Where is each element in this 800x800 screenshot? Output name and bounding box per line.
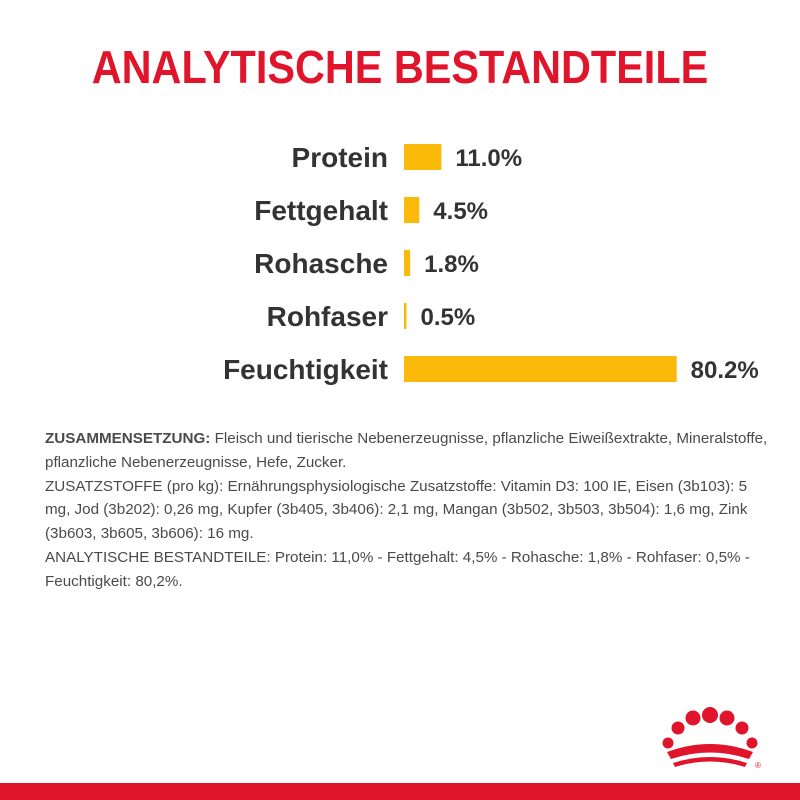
bar [404, 197, 420, 223]
nutrient-bar-chart: Protein 11.0% Fettgehalt 4.5% Rohasche 1.8% Ro… [223, 142, 759, 385]
additives-paragraph: ZUSATZSTOFFE (pro kg): Ernährungsphysiol… [45, 477, 748, 543]
composition-ingredients: Fleisch und tierische Nebenerzeugnisse, … [45, 430, 768, 471]
category-label: Feuchtigkeit [223, 354, 388, 385]
value-label: 1.8% [424, 251, 479, 278]
page-title: ANALYTISCHE BESTANDTEILE [91, 41, 709, 93]
trademark-symbol: ® [755, 761, 761, 770]
analytical-paragraph: ANALYTISCHE BESTANDTEILE: Protein: 11,0%… [45, 548, 750, 590]
bottom-brand-bar [0, 783, 800, 800]
royal-crown-logo-icon: ® [662, 707, 761, 770]
value-label: 0.5% [421, 304, 476, 331]
category-label: Rohfaser [267, 301, 388, 332]
composition-text: ZUSAMMENSETZUNG: Fleisch und tierische N… [45, 427, 770, 594]
category-label: Protein [292, 142, 388, 173]
value-label: 4.5% [433, 198, 488, 225]
value-label: 80.2% [691, 357, 759, 384]
value-label: 11.0% [455, 145, 522, 172]
bar [404, 303, 407, 329]
composition-paragraph: ZUSAMMENSETZUNG: Fleisch und tierische N… [45, 427, 770, 475]
bar [404, 144, 442, 170]
composition-label: ZUSAMMENSETZUNG: [45, 430, 211, 447]
bar [404, 356, 677, 382]
category-label: Fettgehalt [254, 195, 388, 226]
category-label: Rohasche [254, 248, 388, 279]
bar [404, 250, 411, 276]
